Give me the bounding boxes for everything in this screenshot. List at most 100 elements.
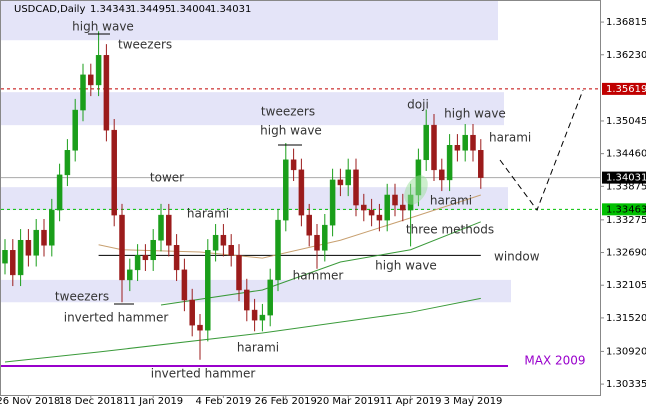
candle-body (119, 214, 125, 281)
candle-body (322, 224, 328, 251)
y-tick-label: 1.30335 (606, 379, 646, 390)
projection (499, 89, 584, 212)
candle-body (236, 255, 242, 291)
candle-body (337, 179, 344, 186)
y-tick-label: 1.33875 (606, 181, 646, 192)
candle-body (181, 269, 188, 301)
annotation: tweezers (261, 105, 315, 119)
candle-body (142, 255, 149, 261)
candle-body (95, 55, 102, 86)
candle-body (244, 289, 250, 311)
candle-body (376, 214, 383, 221)
header: USDCAD,Daily 1.34343 1.34495 1.34004 1.3… (14, 4, 251, 15)
candle-body (423, 124, 429, 161)
x-tick-label: 18 Dec 2018 (59, 396, 123, 407)
candle-body (10, 250, 16, 276)
candle-body (267, 279, 273, 316)
annotation: harami (187, 207, 229, 221)
candle-body (275, 219, 281, 281)
annotation: tweezers (118, 38, 172, 52)
annotation: tweezers (55, 290, 109, 304)
candle-body (400, 204, 406, 211)
candle-body (259, 314, 266, 321)
header-value: 1.34495 (130, 4, 171, 15)
candle-body (384, 194, 390, 221)
candle-body (228, 245, 234, 256)
candle-body (431, 124, 437, 171)
candle-body (353, 169, 359, 206)
annotation: MAX 2009 (524, 354, 585, 368)
annotation: window (494, 250, 540, 264)
candle-body (290, 159, 297, 171)
level-label-bg (602, 82, 646, 95)
candle-body (103, 55, 110, 131)
level-label-bg (602, 171, 646, 184)
candle-body (80, 74, 86, 111)
x-tick-label: 26 Feb 2019 (255, 396, 317, 407)
annotation: harami (489, 131, 531, 145)
candle-body (111, 129, 117, 216)
candle-body (345, 169, 351, 186)
candle-body (205, 250, 211, 331)
candle-body (173, 245, 180, 271)
candle-body (17, 239, 24, 276)
candle-body (127, 269, 133, 281)
candle-body (197, 324, 203, 331)
candle-body (392, 194, 398, 206)
y-tick-label: 1.33275 (606, 215, 646, 226)
x-tick-label: 20 Mar 2019 (316, 396, 379, 407)
candle-body (478, 150, 484, 178)
candle-body (220, 234, 227, 246)
annotation: hammer (293, 269, 344, 283)
moving-average (160, 221, 481, 306)
candle-body (361, 204, 367, 211)
zone (1, 1, 498, 41)
candle-body (88, 74, 94, 86)
x-tick-label: 3 May 2019 (444, 396, 503, 407)
header-value: 1.34343 (90, 4, 131, 15)
candle-body (134, 255, 141, 271)
zone (1, 187, 508, 211)
annotation: harami (237, 341, 279, 355)
x-tick-label: 26 Nov 2018 (0, 396, 60, 407)
annotation: high wave (72, 20, 134, 34)
level-label: 1.35619 (606, 84, 646, 95)
y-tick-label: 1.36230 (606, 50, 646, 61)
annotation: tower (150, 171, 184, 185)
candle-body (49, 209, 55, 246)
candle-body (298, 169, 305, 216)
candle-body (41, 229, 47, 246)
candle-body (470, 134, 476, 151)
candle-body (2, 250, 8, 264)
level-label-bg (602, 203, 646, 216)
header-value: 1.34004 (170, 4, 211, 15)
x-tick-label: 11 Jan 2019 (123, 396, 183, 407)
candle-body (25, 239, 32, 256)
candle-body (446, 145, 453, 181)
candle-body (439, 169, 445, 181)
annotation: three methods (406, 223, 494, 237)
y-tick-label: 1.31520 (606, 313, 646, 324)
candle-body (33, 229, 39, 256)
candle-body (166, 214, 172, 246)
candle-body (64, 150, 71, 176)
candle-body (212, 234, 219, 251)
moving-average (4, 297, 481, 363)
candle-body (251, 309, 258, 321)
candle-body (72, 109, 78, 151)
header-value: 1.34031 (210, 4, 251, 15)
candle-body (150, 239, 156, 261)
level-label: 1.33463 (606, 204, 646, 215)
y-tick-label: 1.34460 (606, 149, 646, 160)
candle-body (314, 234, 320, 251)
x-tick-label: 4 Feb 2019 (195, 396, 251, 407)
annotation: high wave (375, 259, 437, 273)
annotation: high wave (260, 124, 322, 138)
y-tick-label: 1.32105 (606, 280, 646, 291)
candle-body (158, 214, 164, 241)
annotation: inverted hammer (64, 311, 169, 325)
candle-body (56, 174, 63, 211)
candle-body (462, 134, 468, 151)
level-label: 1.34031 (606, 173, 646, 184)
candle-body (368, 209, 375, 216)
